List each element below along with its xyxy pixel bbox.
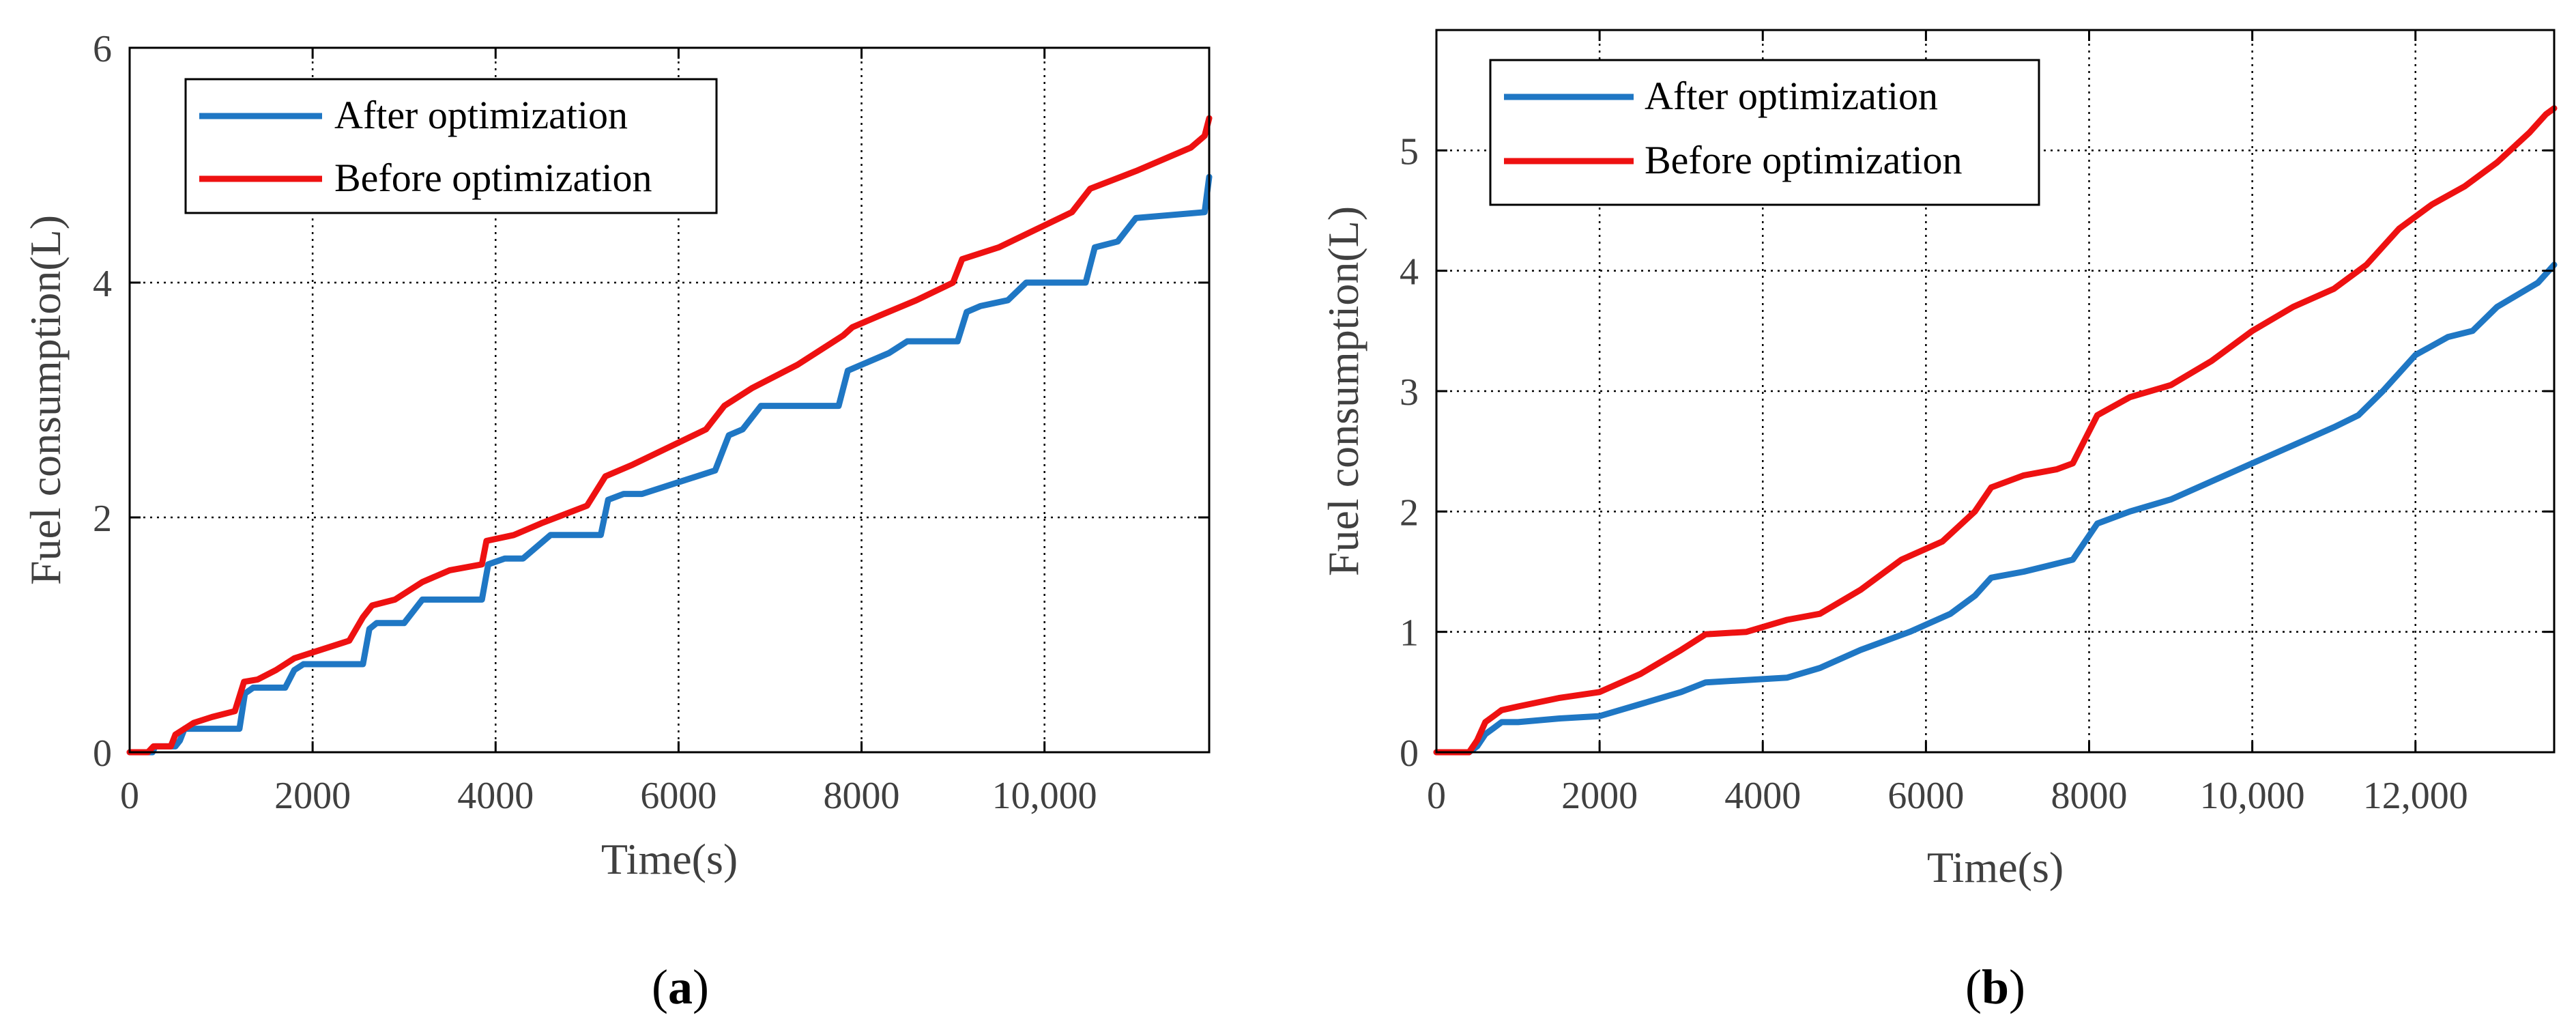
panel-a-xtick-label: 0 [120,775,139,817]
panel-b-ytick-label: 4 [1400,251,1419,294]
panel-b-caption-letter: b [1982,960,2009,1014]
panel-a-ticks: 0 2000 4000 6000 8000 10,000 0 2 4 6 [93,28,1209,817]
panel-a-legend-label-before: Before optimization [334,156,652,200]
panel-b-xtick-label: 8000 [2051,775,2127,817]
panel-a-legend: After optimization Before optimization [184,78,718,214]
panel-a-caption-letter: a [668,960,693,1014]
panel-a-ytick-label: 4 [93,263,112,305]
panel-a-series-before-optimization [126,115,1213,756]
panel-a-xtick-label: 8000 [824,775,900,817]
panel-b-xtick-label: 6000 [1887,775,1964,817]
panel-a-xtick-label: 10,000 [992,775,1097,817]
panel-a-plot-area [128,46,1211,754]
panel-a-xtick-label: 4000 [457,775,534,817]
panel-a-ytick-label: 6 [93,28,112,70]
panel-b-lines [1433,105,2558,756]
panel-a-lines [126,115,1213,756]
panel-b-ytick-label: 1 [1400,612,1419,655]
panel-b-legend-label-after: After optimization [1645,74,1938,118]
panel-a: 0 2000 4000 6000 8000 10,000 0 2 4 6 Time(s) Fuel… [21,28,1213,1014]
panel-a-xlabel: Time(s) [601,835,738,883]
panel-a-xtick-label: 6000 [640,775,717,817]
panel-a-series-after-optimization [126,173,1213,756]
panel-b-xtick-label: 0 [1427,775,1446,817]
panel-b-legend-box [1489,59,2040,206]
panel-a-xtick-label: 2000 [274,775,351,817]
panel-a-legend-box [184,78,718,214]
panel-a-caption: (a) [652,960,709,1014]
panel-a-ylabel: Fuel consumption(L) [21,215,70,585]
panel-b-legend-label-before: Before optimization [1645,138,1962,182]
panel-b-ytick-label: 2 [1400,491,1419,534]
panel-b-caption: (b) [1965,960,2025,1014]
panel-b-xtick-label: 2000 [1561,775,1638,817]
panel-b-legend: After optimization Before optimization [1489,59,2040,206]
panel-a-ytick-label: 2 [93,498,112,540]
panel-b-ytick-label: 0 [1400,732,1419,775]
panel-b-grid [1436,30,2554,752]
panel-b-ytick-label: 3 [1400,371,1419,414]
panel-a-legend-label-after: After optimization [334,93,628,137]
panel-a-ytick-label: 0 [93,732,112,775]
panel-b: 0 2000 4000 6000 8000 10,000 12,000 0 1 2 3 4 5 Time… [1319,29,2558,1014]
panel-b-series-after-optimization [1433,261,2558,756]
panel-b-series-before-optimization [1433,105,2558,756]
panel-b-ytick-label: 5 [1400,130,1419,173]
panel-b-xtick-label: 4000 [1724,775,1801,817]
panel-b-ticks: 0 2000 4000 6000 8000 10,000 12,000 0 1 2 3 4 5 [1400,30,2554,817]
panel-b-xtick-label: 10,000 [2200,775,2305,817]
panel-b-ylabel: Fuel consumption(L) [1319,206,1367,576]
panel-b-xtick-label: 12,000 [2363,775,2468,817]
panel-b-xlabel: Time(s) [1927,843,2064,891]
